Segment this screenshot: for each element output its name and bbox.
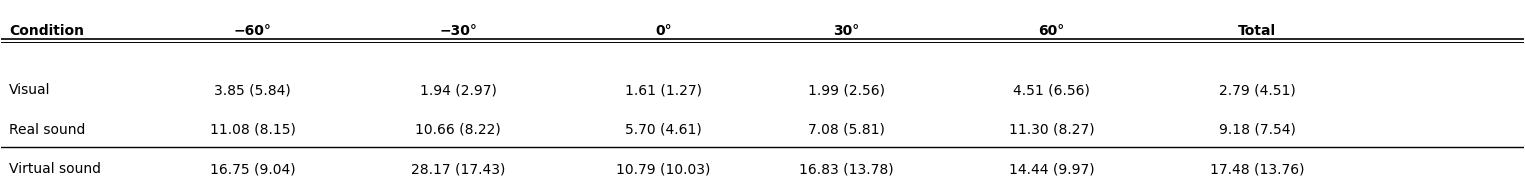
Text: Real sound: Real sound	[9, 123, 85, 137]
Text: Visual: Visual	[9, 83, 50, 97]
Text: 16.75 (9.04): 16.75 (9.04)	[210, 162, 296, 176]
Text: 16.83 (13.78): 16.83 (13.78)	[799, 162, 894, 176]
Text: 1.94 (2.97): 1.94 (2.97)	[419, 83, 497, 97]
Text: 11.08 (8.15): 11.08 (8.15)	[209, 123, 296, 137]
Text: 17.48 (13.76): 17.48 (13.76)	[1209, 162, 1304, 176]
Text: 10.79 (10.03): 10.79 (10.03)	[616, 162, 711, 176]
Text: 30°: 30°	[833, 24, 860, 38]
Text: 7.08 (5.81): 7.08 (5.81)	[808, 123, 884, 137]
Text: Total: Total	[1238, 24, 1276, 38]
Text: 1.61 (1.27): 1.61 (1.27)	[625, 83, 702, 97]
Text: −60°: −60°	[233, 24, 271, 38]
Text: 3.85 (5.84): 3.85 (5.84)	[214, 83, 291, 97]
Text: 11.30 (8.27): 11.30 (8.27)	[1010, 123, 1095, 137]
Text: 10.66 (8.22): 10.66 (8.22)	[415, 123, 500, 137]
Text: 4.51 (6.56): 4.51 (6.56)	[1013, 83, 1090, 97]
Text: 60°: 60°	[1039, 24, 1064, 38]
Text: 1.99 (2.56): 1.99 (2.56)	[808, 83, 884, 97]
Text: −30°: −30°	[439, 24, 477, 38]
Text: 0°: 0°	[656, 24, 673, 38]
Text: Virtual sound: Virtual sound	[9, 162, 101, 176]
Text: 28.17 (17.43): 28.17 (17.43)	[410, 162, 505, 176]
Text: Condition: Condition	[9, 24, 84, 38]
Text: 2.79 (4.51): 2.79 (4.51)	[1218, 83, 1296, 97]
Text: 9.18 (7.54): 9.18 (7.54)	[1218, 123, 1296, 137]
Text: 5.70 (4.61): 5.70 (4.61)	[625, 123, 702, 137]
Text: 14.44 (9.97): 14.44 (9.97)	[1010, 162, 1095, 176]
